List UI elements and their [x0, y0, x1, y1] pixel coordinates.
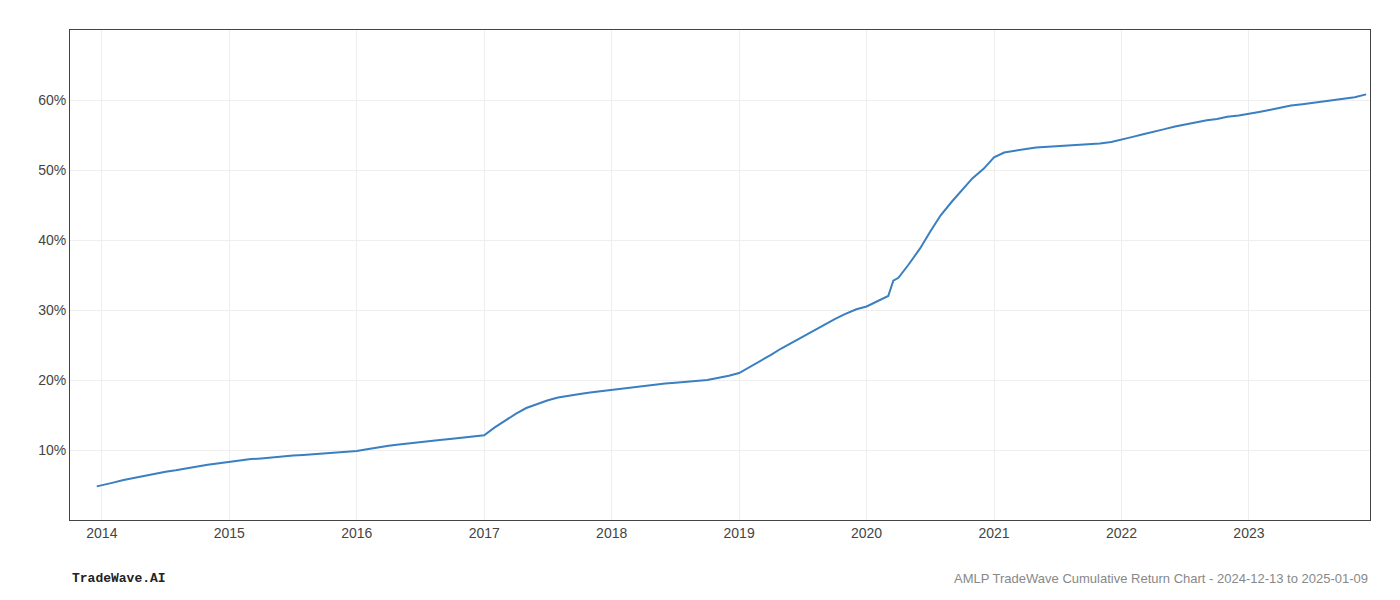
svg-text:2022: 2022 [1106, 525, 1137, 541]
svg-text:2016: 2016 [341, 525, 372, 541]
svg-text:10%: 10% [38, 442, 66, 458]
svg-text:2023: 2023 [1233, 525, 1264, 541]
svg-text:2015: 2015 [214, 525, 245, 541]
svg-text:2020: 2020 [851, 525, 882, 541]
svg-text:2021: 2021 [978, 525, 1009, 541]
svg-text:30%: 30% [38, 302, 66, 318]
svg-text:60%: 60% [38, 92, 66, 108]
svg-text:2017: 2017 [469, 525, 500, 541]
svg-text:40%: 40% [38, 232, 66, 248]
svg-text:2018: 2018 [596, 525, 627, 541]
svg-text:AMLP TradeWave Cumulative Retu: AMLP TradeWave Cumulative Return Chart -… [954, 571, 1368, 586]
svg-text:2014: 2014 [86, 525, 117, 541]
svg-text:TradeWave.AI: TradeWave.AI [72, 571, 166, 586]
svg-text:20%: 20% [38, 372, 66, 388]
svg-text:50%: 50% [38, 162, 66, 178]
svg-text:2019: 2019 [724, 525, 755, 541]
